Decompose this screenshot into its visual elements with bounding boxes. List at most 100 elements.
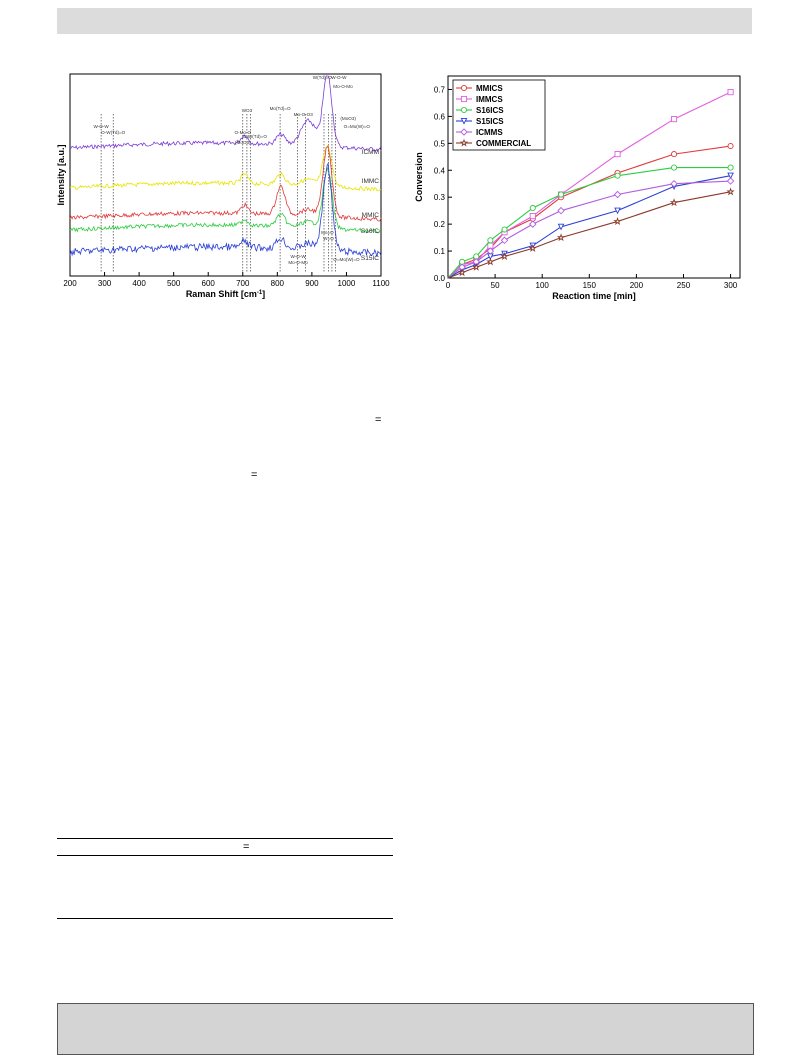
x-tick-label: 1000 (338, 279, 356, 288)
data-point (500, 236, 509, 245)
data-point (557, 206, 565, 215)
x-tick-label: 1100 (372, 279, 390, 288)
data-point (529, 204, 536, 212)
data-point (669, 198, 679, 207)
table-header-rule (57, 855, 393, 856)
data-point (727, 164, 734, 171)
data-point (500, 252, 509, 261)
data-point (557, 191, 565, 198)
equation-mark-2: = (251, 469, 258, 481)
data-point (614, 172, 621, 179)
data-point (727, 172, 734, 180)
equation-mark-1: = (375, 414, 382, 426)
x-tick-label: 300 (98, 279, 112, 288)
series-line (447, 91, 731, 279)
data-point (613, 217, 622, 226)
raman-figure: 200 300 400 500 600 700 800 900 1000 1100 Raman Sh… (56, 70, 390, 305)
data-point (487, 237, 494, 244)
peak-annotation: W(Td)=O (313, 75, 332, 80)
peak-annotation: Mo-O-Mo (333, 84, 353, 89)
legend-marker (459, 138, 469, 147)
peak-annotation: Mo(Td)=O (270, 106, 291, 111)
data-point (613, 190, 622, 199)
footer-band (57, 1003, 754, 1055)
y-axis-label: Conversion (414, 152, 424, 202)
spectrum-mmic (69, 145, 382, 222)
table-top-rule (57, 838, 393, 839)
x-tick-label: 300 (724, 281, 738, 290)
x-tick-label: 600 (202, 279, 216, 288)
data-point (671, 116, 678, 123)
legend-marker (460, 84, 468, 92)
sample-label: MMIC (362, 212, 380, 219)
legend-label: MMICS (476, 84, 503, 93)
peak-annotation: O-Mo-O (234, 130, 251, 135)
y-tick-label: 0.0 (434, 274, 446, 283)
y-tick-label: 0.4 (434, 166, 446, 175)
series-icmms (447, 177, 735, 279)
series-line (447, 180, 731, 279)
x-tick-label: 250 (677, 281, 691, 290)
series-commercial (447, 187, 735, 279)
data-point (670, 179, 678, 188)
x-tick-label: 700 (236, 279, 250, 288)
x-tick-label: 150 (583, 281, 597, 290)
sample-label: ICMM (362, 149, 379, 156)
x-tick-label: 50 (491, 281, 500, 290)
peak-annotation: W-O-W (93, 124, 109, 129)
legend-box (452, 79, 546, 151)
y-tick-label: 0.3 (434, 193, 446, 202)
x-tick-label: 200 (63, 279, 77, 288)
x-axis-label: Reaction time [min] (552, 291, 636, 301)
spectrum-icmm (69, 75, 382, 152)
peak-annotation: Mo-O-Mo (288, 260, 308, 265)
conversion-figure: 0 50 100 150 200 250 300 0.0 0.1 0.2 0.3 0.4 0.5 0.6 0… (412, 70, 752, 310)
table-bottom-rule (57, 918, 393, 919)
peak-annotation: O-W(Td)=O (243, 134, 268, 139)
data-point (529, 213, 536, 220)
sample-label: IMMC (362, 178, 380, 185)
peak-annotation: W-O-W (331, 75, 347, 80)
legend: MMICS IMMCS S16ICS S15ICS ICMMS COMMERCIAL (452, 79, 546, 151)
series-line (447, 175, 731, 279)
sample-label: S16IC (361, 228, 379, 235)
series-line (447, 191, 731, 279)
y-tick-label: 0.5 (434, 139, 446, 148)
x-tick-label: 0 (446, 281, 451, 290)
data-point (727, 142, 734, 150)
series-line (447, 145, 731, 279)
data-point (671, 164, 678, 171)
legend-marker (460, 128, 468, 136)
legend-marker (460, 106, 468, 114)
peak-annotation: O=Mo(W)=O (333, 257, 360, 262)
peak-annotation: W-O-W (290, 254, 306, 259)
data-point (457, 268, 467, 277)
series-s16ics (447, 164, 734, 279)
legend-label: ICMMS (476, 128, 503, 137)
data-point (556, 233, 566, 242)
conversion-chart: 0 50 100 150 200 250 300 0.0 0.1 0.2 0.3 0.4 0.5 0.6 0… (414, 75, 741, 301)
legend-label: S16ICS (476, 106, 504, 115)
plot-frame (69, 73, 382, 277)
y-tick-label: 0.7 (434, 85, 446, 94)
data-point (726, 177, 735, 185)
data-point (614, 151, 621, 158)
data-point (528, 243, 537, 252)
x-tick-label: 100 (536, 281, 550, 290)
peak-annotation: W=O (323, 236, 334, 241)
data-point (529, 220, 537, 228)
legend-marker (460, 117, 468, 125)
spectrum-s15ic (69, 162, 382, 257)
data-point (671, 151, 678, 158)
peak-annotation: O-W(Td)=O (101, 130, 126, 135)
legend-marker (460, 95, 468, 103)
peak-annotation: O=Mo(W)=O (344, 124, 371, 129)
x-axis-label: Raman Shift [cm-1] (186, 289, 265, 299)
data-point (486, 257, 495, 266)
spectrum-immc (69, 144, 382, 192)
data-point (727, 89, 734, 96)
peak-annotation: WO3 (242, 108, 253, 113)
peak-annotation: Mo=O (321, 230, 334, 235)
y-tick-label: 0.2 (434, 220, 446, 229)
data-point (472, 262, 481, 271)
